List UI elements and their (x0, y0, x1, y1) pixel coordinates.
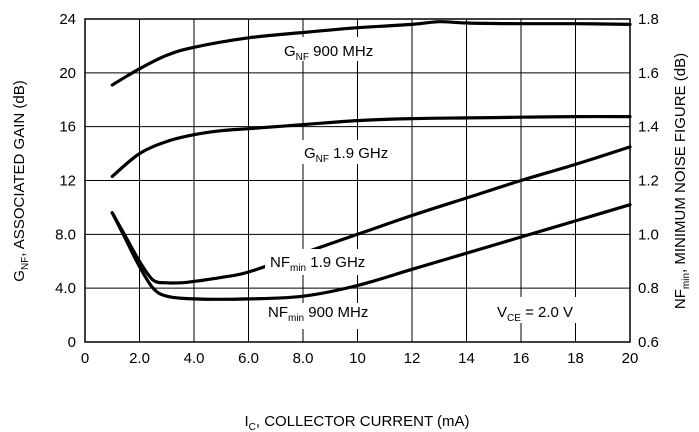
series-label-gnf-19: GNF 1.9 GHz (304, 145, 388, 165)
series-curves (110, 20, 632, 301)
label-mask-nfmin-900 (262, 303, 386, 329)
y-right-tick-label: 1.0 (638, 226, 659, 243)
x-tick-label: 0 (81, 350, 89, 367)
label-mask-nfmin-19 (265, 249, 383, 275)
label-mask-gnf-19 (298, 140, 402, 164)
x-tick-label: 18 (567, 350, 584, 367)
x-tick-label: 2.0 (129, 350, 150, 367)
x-tick-label: 6.0 (238, 350, 259, 367)
y-right-tick-label: 0.8 (638, 280, 659, 297)
y-right-axis-title: NFmin, MINIMUM NOISE FIGURE (dB) (672, 53, 692, 309)
x-tick-label: 16 (513, 350, 530, 367)
x-tick-label: 8.0 (293, 350, 314, 367)
x-tick-label: 14 (458, 350, 475, 367)
x-tick-labels: 0 2.0 4.0 6.0 8.0 10 12 14 16 18 20 (81, 350, 639, 367)
y-right-tick-labels: 0.6 0.8 1.0 1.2 1.4 1.6 1.8 (638, 11, 659, 351)
y-right-tick-label: 0.6 (638, 334, 659, 351)
y-right-tick-label: 1.8 (638, 11, 659, 28)
x-tick-label: 20 (622, 350, 639, 367)
curve-gnf-1-9ghz (110, 114, 632, 179)
x-tick-label: 4.0 (184, 350, 205, 367)
x-tick-label: 10 (349, 350, 366, 367)
label-mask-gnf-900 (278, 37, 396, 61)
x-axis-title: IC, COLLECTOR CURRENT (mA) (244, 413, 469, 432)
y-left-axis-title: GNF, ASSOCIATED GAIN (dB) (11, 80, 31, 281)
y-left-tick-label: 20 (59, 65, 76, 82)
grid-lines (85, 19, 630, 342)
plot-frame (84, 18, 631, 343)
y-left-tick-label: 16 (59, 119, 76, 136)
y-right-tick-label: 1.6 (638, 65, 659, 82)
y-left-tick-label: 12 (59, 173, 76, 190)
curve-gnf-900mhz (110, 20, 632, 87)
series-label-nfmin-19: NFmin 1.9 GHz (270, 254, 365, 274)
y-left-tick-label: 4.0 (55, 280, 76, 297)
curve-nfmin-900mhz (110, 203, 632, 301)
y-left-tick-label: 8.0 (55, 226, 76, 243)
y-right-tick-label: 1.4 (638, 119, 659, 136)
y-right-tick-label: 1.2 (638, 173, 659, 190)
vce-annotation: VCE = 2.0 V (497, 304, 573, 324)
x-tick-label: 12 (404, 350, 421, 367)
y-left-tick-label: 0 (68, 334, 76, 351)
y-left-tick-labels: 0 4.0 8.0 12 16 20 24 (55, 11, 76, 351)
series-label-gnf-900: GNF 900 MHz (284, 43, 373, 63)
curve-nfmin-1-9ghz (110, 145, 632, 285)
series-label-nfmin-900: NFmin 900 MHz (268, 304, 368, 324)
y-left-tick-label: 24 (59, 11, 76, 28)
vce-annotation-mask (490, 297, 610, 323)
